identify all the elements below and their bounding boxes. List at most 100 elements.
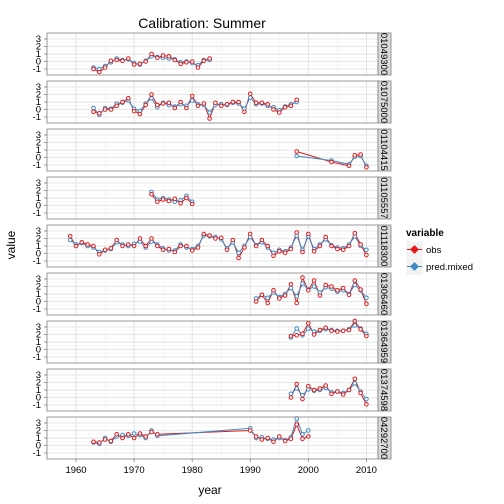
data-point-obs bbox=[340, 328, 346, 334]
data-point-obs bbox=[166, 100, 172, 106]
data-point-obs bbox=[282, 250, 288, 256]
x-tick-label: 1980 bbox=[182, 465, 203, 476]
data-point-obs bbox=[329, 159, 334, 165]
data-point-pred-mixed bbox=[288, 391, 294, 397]
data-point-obs bbox=[73, 243, 79, 249]
legend-key-marker bbox=[410, 245, 419, 254]
data-point-obs bbox=[277, 296, 282, 301]
data-point-obs bbox=[160, 247, 166, 253]
data-point-obs bbox=[189, 59, 195, 64]
y-tick-label: 2 bbox=[36, 426, 41, 437]
data-point-obs bbox=[253, 243, 259, 249]
data-point-obs bbox=[195, 65, 201, 70]
data-point-obs bbox=[102, 247, 108, 253]
data-point-obs bbox=[259, 437, 265, 442]
data-point-obs bbox=[126, 96, 131, 101]
data-point-obs bbox=[120, 99, 125, 105]
data-point-obs bbox=[340, 247, 346, 253]
data-point-pred-mixed bbox=[294, 153, 300, 159]
data-point-obs bbox=[102, 437, 108, 442]
data-point-obs bbox=[265, 435, 271, 441]
y-tick-label: 2 bbox=[36, 330, 41, 341]
data-point-obs bbox=[160, 53, 166, 58]
data-point-obs bbox=[155, 243, 160, 249]
data-point-obs bbox=[317, 243, 323, 249]
data-point-obs bbox=[259, 100, 265, 106]
data-point-obs bbox=[271, 253, 276, 259]
data-point-obs bbox=[288, 395, 294, 400]
data-point-obs bbox=[102, 107, 108, 112]
data-point-obs bbox=[311, 249, 317, 254]
data-point-obs bbox=[85, 242, 90, 247]
y-tick-label: 0 bbox=[36, 249, 41, 260]
facet-strip-label: 01374598 bbox=[378, 369, 389, 411]
facet-strip-label: 01118300 bbox=[378, 226, 389, 267]
y-tick-label: 3 bbox=[36, 130, 41, 141]
data-point-obs bbox=[311, 278, 317, 283]
facet-strip bbox=[377, 80, 392, 124]
facet-strip bbox=[377, 320, 392, 364]
data-point-obs bbox=[288, 333, 294, 339]
y-tick-label: 2 bbox=[36, 234, 41, 245]
data-point-obs bbox=[236, 255, 241, 261]
chart-title: Calibration: Summer bbox=[138, 15, 266, 31]
data-point-obs bbox=[265, 102, 271, 107]
data-point-obs bbox=[207, 56, 212, 61]
y-tick-label: 1 bbox=[36, 241, 41, 252]
data-point-obs bbox=[282, 293, 288, 298]
data-point-obs bbox=[137, 61, 143, 67]
y-tick-label: 2 bbox=[36, 378, 41, 389]
data-point-obs bbox=[155, 102, 160, 108]
y-tick-label: 0 bbox=[36, 153, 41, 164]
y-tick-label: 3 bbox=[36, 82, 41, 93]
data-point-pred-mixed bbox=[207, 110, 212, 115]
y-tick-label: 2 bbox=[36, 186, 41, 197]
legend-label: pred.mixed bbox=[426, 262, 473, 273]
data-point-obs bbox=[300, 331, 305, 337]
data-point-pred-mixed bbox=[352, 323, 358, 328]
data-point-obs bbox=[346, 163, 352, 169]
y-tick-label: -1 bbox=[33, 304, 41, 315]
data-point-obs bbox=[131, 435, 137, 441]
data-point-obs bbox=[282, 105, 288, 110]
data-point-obs bbox=[294, 333, 300, 338]
data-point-obs bbox=[160, 101, 166, 106]
data-point-obs bbox=[277, 434, 282, 439]
data-point-obs bbox=[97, 69, 102, 75]
data-point-obs bbox=[323, 282, 329, 288]
data-point-obs bbox=[137, 431, 143, 436]
data-point-obs bbox=[155, 55, 160, 61]
data-point-obs bbox=[166, 246, 172, 252]
data-point-obs bbox=[126, 242, 131, 247]
data-point-obs bbox=[213, 100, 218, 106]
data-point-obs bbox=[91, 66, 96, 72]
data-point-obs bbox=[184, 105, 189, 111]
data-point-obs bbox=[364, 252, 369, 258]
y-tick-label: 3 bbox=[36, 370, 41, 381]
y-tick-label: 3 bbox=[36, 418, 41, 429]
data-point-obs bbox=[288, 246, 294, 252]
data-point-obs bbox=[224, 102, 230, 107]
data-point-obs bbox=[97, 440, 102, 445]
data-point-obs bbox=[143, 434, 148, 439]
facet-strip-label: 01105557 bbox=[378, 177, 389, 219]
data-point-obs bbox=[230, 99, 236, 105]
y-tick-label: -1 bbox=[33, 112, 41, 123]
data-point-obs bbox=[230, 237, 236, 243]
data-point-pred-mixed bbox=[189, 98, 195, 103]
data-point-obs bbox=[294, 149, 300, 154]
data-point-obs bbox=[218, 103, 224, 109]
data-point-obs bbox=[97, 111, 102, 116]
data-point-obs bbox=[114, 103, 119, 109]
y-tick-label: -1 bbox=[33, 64, 41, 75]
x-tick-label: 2000 bbox=[298, 465, 319, 476]
y-tick-label: 0 bbox=[36, 201, 41, 212]
data-point-pred-mixed bbox=[294, 326, 300, 331]
data-point-pred-mixed bbox=[300, 393, 305, 398]
data-point-obs bbox=[358, 327, 363, 332]
data-point-pred-mixed bbox=[352, 381, 358, 386]
facet-strip bbox=[377, 32, 392, 76]
